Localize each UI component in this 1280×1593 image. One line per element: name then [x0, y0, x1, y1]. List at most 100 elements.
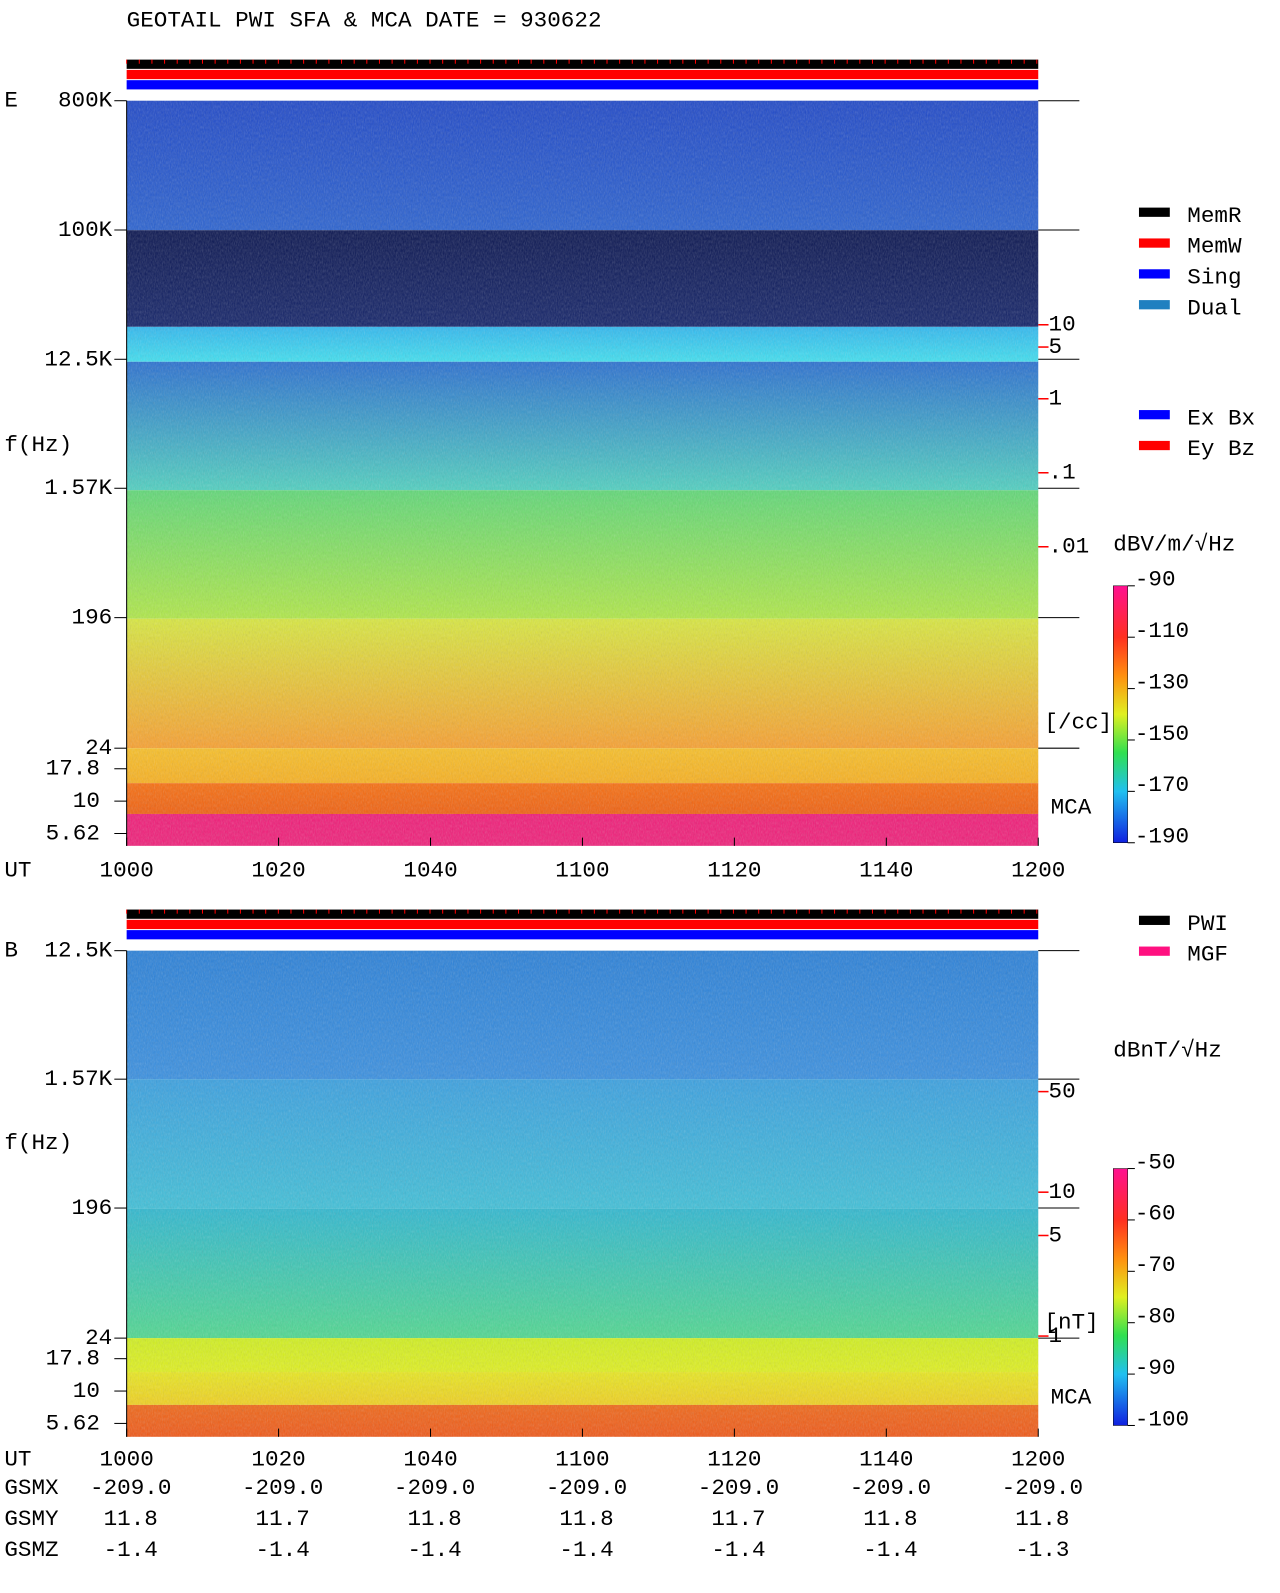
- scale-unit: [nT]: [1044, 1310, 1098, 1336]
- orbit-value: -209.0: [1002, 1475, 1083, 1501]
- scale-tick-label: .1: [1049, 460, 1076, 486]
- colorbar-tick-label: -190: [1135, 824, 1189, 850]
- scale-tick-label: .01: [1049, 534, 1090, 560]
- scale-tick-label: 5: [1049, 1222, 1063, 1248]
- y-tick-label: 100K: [58, 217, 113, 243]
- colorbar-tick-label: -130: [1135, 669, 1189, 695]
- status-bar: [126, 59, 1039, 69]
- orbit-value: -1.4: [104, 1537, 158, 1563]
- status-bar: [126, 919, 1039, 930]
- legend-label: Sing: [1187, 264, 1241, 290]
- colorbar-tick-label: -90: [1135, 1355, 1176, 1381]
- orbit-value: 11.8: [407, 1506, 461, 1532]
- orbit-value: -1.4: [407, 1537, 461, 1563]
- panel-label: E: [4, 88, 18, 114]
- scale-tick-label: 10: [1049, 1179, 1076, 1205]
- colorbar: [1113, 1168, 1128, 1426]
- x-tick-label: 1100: [555, 857, 609, 883]
- legend-label: MGF: [1187, 942, 1228, 968]
- x-axis-label: UT: [4, 857, 31, 883]
- legend-swatch: [1138, 269, 1170, 279]
- mca-label: MCA: [1051, 794, 1092, 820]
- orbit-value: 11.8: [104, 1506, 158, 1532]
- y-axis-label: f(Hz): [4, 1130, 72, 1156]
- spectrogram-texture: [126, 100, 1039, 846]
- x-tick-label: 1120: [707, 857, 761, 883]
- spectrogram-texture: [126, 950, 1039, 1437]
- orbit-value: -1.4: [256, 1537, 310, 1563]
- y-tick-label: 12.5K: [44, 346, 112, 372]
- legend-label: MemR: [1187, 203, 1241, 229]
- x-tick-label: 1020: [251, 857, 305, 883]
- colorbar-tick-label: -50: [1135, 1149, 1176, 1175]
- orbit-label: GSMY: [4, 1506, 59, 1532]
- mca-tick-label: 17.8: [46, 756, 100, 782]
- x-tick-label: 1040: [403, 1446, 457, 1472]
- title: GEOTAIL PWI SFA & MCA DATE = 930622: [127, 8, 602, 34]
- x-tick-label: 1000: [100, 1446, 154, 1472]
- x-tick-label: 1000: [100, 857, 154, 883]
- orbit-value: 11.8: [1015, 1506, 1069, 1532]
- panel-label: B: [4, 938, 18, 964]
- legend-label: Ex Bx: [1187, 405, 1255, 431]
- y-tick-label: 12.5K: [44, 938, 112, 964]
- colorbar-label: dBV/m/√Hz: [1113, 532, 1235, 558]
- orbit-value: 11.8: [559, 1506, 613, 1532]
- y-tick-label: 800K: [58, 88, 113, 114]
- colorbar-label: dBnT/√Hz: [1113, 1037, 1222, 1063]
- orbit-value: -1.3: [1015, 1537, 1069, 1563]
- orbit-value: -209.0: [698, 1475, 779, 1501]
- status-bar: [126, 909, 1039, 919]
- orbit-label: GSMX: [4, 1475, 59, 1501]
- x-tick-label: 1140: [859, 857, 913, 883]
- legend-swatch: [1138, 207, 1170, 217]
- orbit-value: -209.0: [394, 1475, 475, 1501]
- mca-label: MCA: [1051, 1385, 1092, 1411]
- scale-tick-label: 5: [1049, 334, 1063, 360]
- colorbar-tick-label: -60: [1135, 1201, 1176, 1227]
- colorbar: [1113, 585, 1128, 844]
- mca-tick-label: 5.62: [46, 820, 100, 846]
- legend-swatch: [1138, 440, 1170, 451]
- colorbar-tick-label: -80: [1135, 1304, 1176, 1330]
- y-tick-label: 1.57K: [44, 1066, 112, 1092]
- colorbar-tick-label: -170: [1135, 772, 1189, 798]
- status-bar: [126, 80, 1039, 90]
- scale-tick-label: 1: [1049, 386, 1063, 412]
- colorbar-tick-label: -70: [1135, 1252, 1176, 1278]
- mca-tick-label: 17.8: [46, 1346, 100, 1372]
- colorbar-tick-label: -100: [1135, 1406, 1189, 1432]
- y-tick-label: 196: [72, 1195, 113, 1221]
- legend-label: Ey Bz: [1187, 436, 1255, 462]
- legend-swatch: [1138, 238, 1170, 248]
- colorbar-tick-label: -110: [1135, 618, 1189, 644]
- orbit-value: -1.4: [711, 1537, 765, 1563]
- orbit-value: -209.0: [242, 1475, 323, 1501]
- orbit-value: -1.4: [559, 1537, 613, 1563]
- x-tick-label: 1120: [707, 1446, 761, 1472]
- status-bar: [126, 930, 1039, 940]
- orbit-value: -209.0: [546, 1475, 627, 1501]
- legend-swatch: [1138, 410, 1170, 420]
- scale-tick-label: 1: [1049, 1323, 1063, 1349]
- orbit-value: 11.7: [711, 1506, 765, 1532]
- y-axis-label: f(Hz): [4, 432, 72, 458]
- legend-swatch: [1138, 915, 1170, 925]
- y-tick-label: 196: [72, 605, 113, 631]
- x-tick-label: 1140: [859, 1446, 913, 1472]
- orbit-value: -209.0: [90, 1475, 171, 1501]
- x-tick-label: 1200: [1011, 1446, 1065, 1472]
- y-tick-label: 24: [85, 1325, 112, 1351]
- mca-tick-label: 5.62: [46, 1410, 100, 1436]
- legend-label: PWI: [1187, 911, 1228, 937]
- colorbar-tick-label: -90: [1135, 567, 1176, 593]
- scale-tick-label: 50: [1049, 1079, 1076, 1105]
- colorbar-tick-label: -150: [1135, 721, 1189, 747]
- scale-tick-label: 10: [1049, 312, 1076, 338]
- status-bar: [126, 69, 1039, 80]
- legend-label: MemW: [1187, 234, 1242, 260]
- orbit-value: 11.8: [863, 1506, 917, 1532]
- scale-unit: [/cc]: [1044, 709, 1112, 735]
- mca-tick-label: 10: [73, 1378, 100, 1404]
